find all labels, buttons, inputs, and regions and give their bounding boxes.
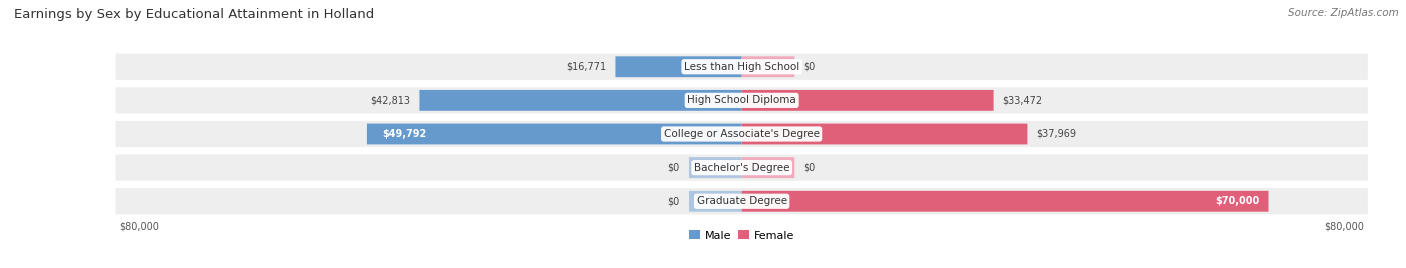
Text: $33,472: $33,472: [1002, 95, 1043, 105]
Text: Earnings by Sex by Educational Attainment in Holland: Earnings by Sex by Educational Attainmen…: [14, 8, 374, 21]
FancyBboxPatch shape: [742, 191, 1268, 212]
FancyBboxPatch shape: [419, 90, 742, 111]
FancyBboxPatch shape: [616, 56, 742, 77]
Text: High School Diploma: High School Diploma: [688, 95, 796, 105]
FancyBboxPatch shape: [742, 56, 794, 77]
Text: Less than High School: Less than High School: [685, 62, 799, 72]
FancyBboxPatch shape: [115, 188, 1368, 214]
Text: College or Associate's Degree: College or Associate's Degree: [664, 129, 820, 139]
FancyBboxPatch shape: [115, 155, 1368, 181]
FancyBboxPatch shape: [689, 157, 742, 178]
Text: $0: $0: [803, 62, 815, 72]
Text: $0: $0: [668, 196, 681, 206]
FancyBboxPatch shape: [115, 87, 1368, 113]
Legend: Male, Female: Male, Female: [685, 226, 799, 245]
Text: $37,969: $37,969: [1036, 129, 1077, 139]
FancyBboxPatch shape: [367, 124, 742, 144]
FancyBboxPatch shape: [689, 191, 742, 212]
FancyBboxPatch shape: [115, 121, 1368, 147]
FancyBboxPatch shape: [115, 54, 1368, 80]
Text: $42,813: $42,813: [370, 95, 411, 105]
FancyBboxPatch shape: [742, 124, 1028, 144]
Text: $16,771: $16,771: [567, 62, 606, 72]
FancyBboxPatch shape: [742, 90, 994, 111]
Text: $0: $0: [668, 163, 681, 173]
Text: Graduate Degree: Graduate Degree: [696, 196, 787, 206]
Text: $49,792: $49,792: [382, 129, 426, 139]
Text: Source: ZipAtlas.com: Source: ZipAtlas.com: [1288, 8, 1399, 18]
Text: $0: $0: [803, 163, 815, 173]
Text: Bachelor's Degree: Bachelor's Degree: [695, 163, 789, 173]
FancyBboxPatch shape: [742, 157, 794, 178]
Text: $70,000: $70,000: [1215, 196, 1260, 206]
